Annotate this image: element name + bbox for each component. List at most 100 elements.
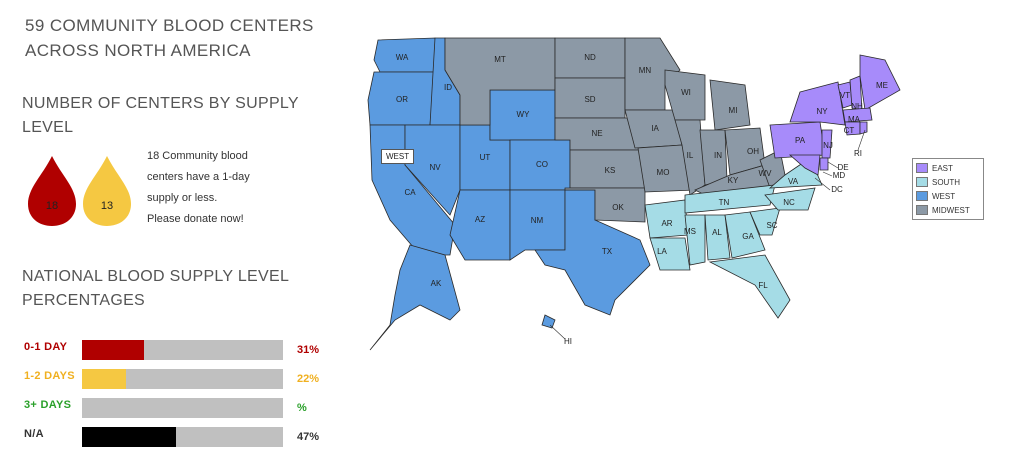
callout-lines bbox=[549, 129, 866, 340]
legend-label: WEST bbox=[932, 191, 956, 201]
legend-swatch bbox=[916, 177, 928, 187]
label-ok: OK bbox=[612, 203, 624, 212]
label-mn: MN bbox=[639, 66, 652, 75]
supply-row-na: N/A 47% bbox=[24, 425, 364, 454]
note-line-2: centers have a 1-day bbox=[147, 171, 250, 183]
state-nm[interactable] bbox=[509, 189, 566, 261]
state-al[interactable] bbox=[704, 214, 731, 261]
bar-track bbox=[82, 427, 283, 447]
title-line-2: ACROSS NORTH AMERICA bbox=[25, 41, 251, 60]
region-west[interactable] bbox=[367, 37, 651, 351]
title-line-1: 59 COMMUNITY BLOOD CENTERS bbox=[25, 16, 314, 35]
region-midwest[interactable] bbox=[444, 37, 786, 223]
bar-percent: 47% bbox=[297, 431, 320, 443]
centers-heading-line-2: LEVEL bbox=[22, 119, 74, 136]
state-tn[interactable] bbox=[684, 184, 776, 214]
region-south[interactable] bbox=[644, 157, 823, 319]
label-va: VA bbox=[788, 177, 799, 186]
label-wy: WY bbox=[517, 110, 531, 119]
legend-swatch bbox=[916, 163, 928, 173]
bar-fill bbox=[82, 340, 145, 360]
label-mi: MI bbox=[729, 106, 738, 115]
label-ut: UT bbox=[480, 153, 491, 162]
legend-label: SOUTH bbox=[932, 177, 960, 187]
label-sc: SC bbox=[766, 221, 777, 230]
yellow-blood-drop: 13 bbox=[83, 156, 131, 226]
label-il: IL bbox=[687, 151, 694, 160]
national-heading-line-2: PERCENTAGES bbox=[22, 292, 146, 309]
red-blood-drop: 18 bbox=[28, 156, 76, 226]
state-sc[interactable] bbox=[749, 207, 781, 236]
state-mi[interactable] bbox=[709, 79, 751, 131]
region-east[interactable] bbox=[769, 54, 901, 176]
state-la[interactable] bbox=[649, 237, 691, 271]
bar-track bbox=[82, 398, 283, 418]
label-tx: TX bbox=[602, 247, 613, 256]
supply-bars: 0-1 DAY 31% 1-2 DAYS 22% 3+ DAYS % N/A 4… bbox=[24, 338, 364, 454]
bar-percent: 22% bbox=[297, 373, 320, 385]
state-de[interactable] bbox=[819, 157, 829, 171]
label-wv: WV bbox=[759, 169, 773, 178]
label-de: DE bbox=[837, 163, 848, 172]
bar-fill bbox=[82, 427, 177, 447]
label-ma: MA bbox=[848, 115, 861, 124]
supply-row-0-1-day: 0-1 DAY 31% bbox=[24, 338, 364, 367]
label-oh: OH bbox=[747, 147, 759, 156]
label-ky: KY bbox=[728, 176, 739, 185]
legend-item-east[interactable]: EAST bbox=[916, 161, 980, 175]
label-or: OR bbox=[396, 95, 408, 104]
state-md[interactable] bbox=[788, 154, 821, 176]
label-co: CO bbox=[536, 160, 548, 169]
label-nv: NV bbox=[429, 163, 441, 172]
state-ma[interactable] bbox=[842, 107, 873, 123]
highlight-region-label: WEST bbox=[381, 149, 415, 164]
legend-item-west[interactable]: WEST bbox=[916, 189, 980, 203]
donation-note: 18 Community blood centers have a 1-day … bbox=[147, 146, 277, 230]
national-supply-heading: NATIONAL BLOOD SUPPLY LEVEL PERCENTAGES bbox=[22, 265, 289, 313]
state-me[interactable] bbox=[859, 54, 901, 111]
label-nh: NH bbox=[851, 102, 863, 111]
legend-swatch bbox=[916, 205, 928, 215]
label-al: AL bbox=[712, 228, 722, 237]
label-ia: IA bbox=[651, 124, 659, 133]
label-wa: WA bbox=[396, 53, 409, 62]
state-ri[interactable] bbox=[859, 121, 868, 135]
legend-swatch bbox=[916, 191, 928, 201]
state-fl[interactable] bbox=[708, 254, 791, 319]
state-nc[interactable] bbox=[764, 187, 816, 211]
legend-item-south[interactable]: SOUTH bbox=[916, 175, 980, 189]
label-nd: ND bbox=[584, 53, 596, 62]
state-ms[interactable] bbox=[684, 214, 706, 266]
bar-track bbox=[82, 369, 283, 389]
legend-label: MIDWEST bbox=[932, 205, 970, 215]
label-vt: VT bbox=[840, 91, 850, 100]
bar-label: 1-2 DAYS bbox=[24, 370, 75, 382]
bar-percent: % bbox=[297, 402, 307, 414]
legend-item-midwest[interactable]: MIDWEST bbox=[916, 203, 980, 217]
label-md: MD bbox=[833, 171, 846, 180]
state-hi[interactable] bbox=[541, 314, 556, 329]
label-ga: GA bbox=[742, 232, 754, 241]
label-ak: AK bbox=[431, 279, 442, 288]
state-ga[interactable] bbox=[724, 211, 766, 259]
state-ak[interactable] bbox=[369, 244, 461, 351]
label-fl: FL bbox=[758, 281, 768, 290]
label-ms: MS bbox=[684, 227, 696, 236]
page-title: 59 COMMUNITY BLOOD CENTERS ACROSS NORTH … bbox=[25, 13, 314, 63]
label-pa: PA bbox=[795, 136, 806, 145]
label-ca: CA bbox=[404, 188, 416, 197]
note-line-4: Please donate now! bbox=[147, 213, 244, 225]
map-legend: EAST SOUTH WEST MIDWEST bbox=[912, 158, 984, 220]
blood-drops: 18 13 bbox=[28, 156, 131, 226]
note-line-1: 18 Community blood bbox=[147, 150, 248, 162]
label-me: ME bbox=[876, 81, 888, 90]
supply-row-1-2-days: 1-2 DAYS 22% bbox=[24, 367, 364, 396]
label-la: LA bbox=[657, 247, 667, 256]
state-nj[interactable] bbox=[821, 129, 833, 159]
note-line-3: supply or less. bbox=[147, 192, 218, 204]
label-nc: NC bbox=[783, 198, 795, 207]
label-ne: NE bbox=[591, 129, 602, 138]
label-hi: HI bbox=[564, 337, 572, 346]
state-az[interactable] bbox=[449, 189, 511, 261]
state-ny[interactable] bbox=[789, 81, 846, 126]
